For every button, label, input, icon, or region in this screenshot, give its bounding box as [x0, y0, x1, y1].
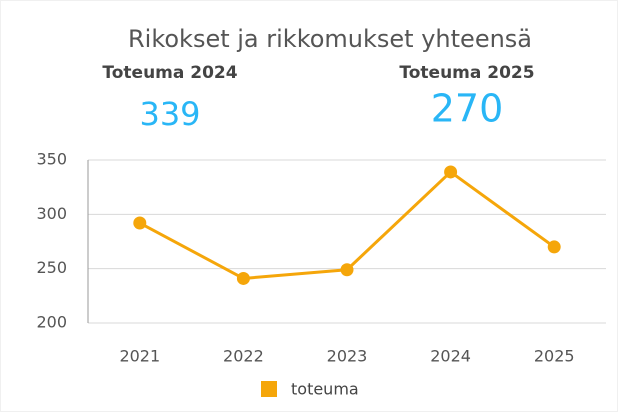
legend-label: toteuma: [291, 380, 359, 399]
y-tick-label: 300: [36, 204, 67, 223]
y-tick-label: 200: [36, 313, 67, 332]
data-point: [444, 165, 458, 179]
kpi-value: 270: [431, 87, 504, 131]
x-tick-label: 2022: [223, 347, 264, 366]
x-tick-label: 2021: [119, 347, 160, 366]
data-point: [340, 263, 354, 277]
kpi-value: 339: [139, 95, 200, 133]
data-point: [547, 240, 561, 254]
y-tick-label: 250: [36, 258, 67, 277]
x-tick-label: 2025: [534, 347, 575, 366]
kpi-label: Toteuma 2024: [102, 63, 237, 83]
data-point: [133, 216, 147, 230]
x-tick-label: 2023: [327, 347, 368, 366]
x-tick-label: 2024: [430, 347, 471, 366]
data-point: [236, 271, 250, 285]
legend-swatch: [261, 381, 277, 397]
y-tick-label: 350: [36, 150, 67, 169]
chart-title: Rikokset ja rikkomukset yhteensä: [128, 25, 532, 53]
kpi-label: Toteuma 2025: [399, 63, 534, 83]
